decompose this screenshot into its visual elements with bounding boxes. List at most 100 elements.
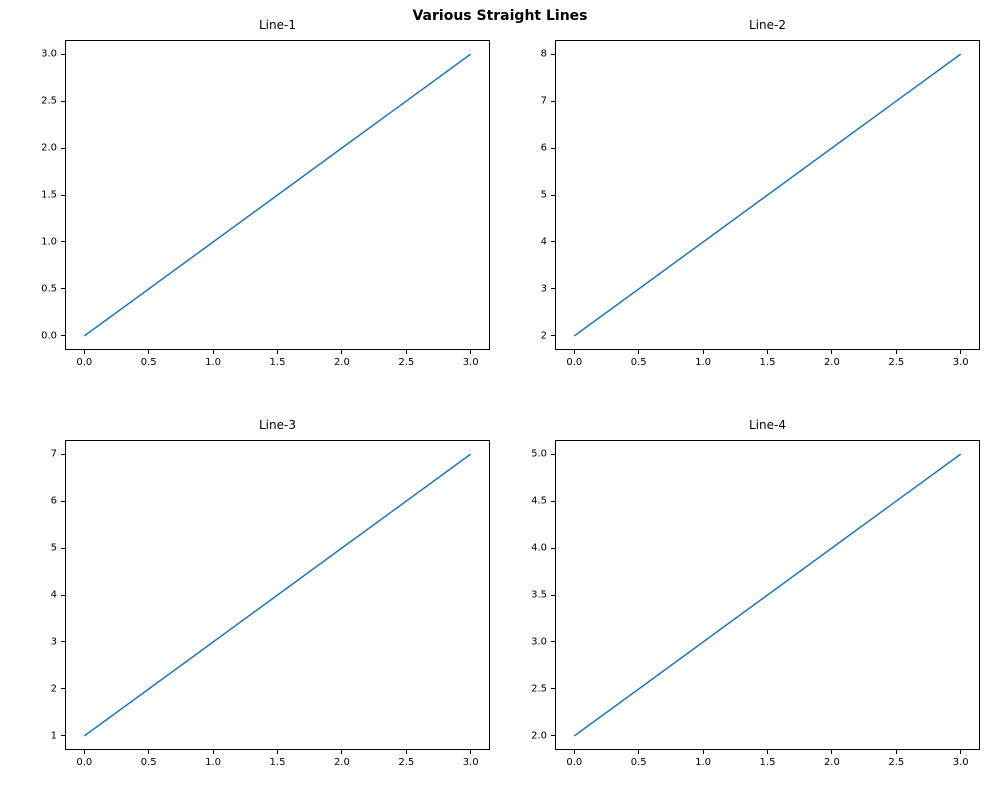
ytick-label: 2.0 [531, 730, 547, 741]
ytick-mark [61, 641, 65, 642]
ytick-label: 1 [51, 730, 57, 741]
xtick-label: 3.0 [953, 757, 969, 768]
ytick-label: 2 [541, 330, 547, 341]
xtick-mark [148, 350, 149, 354]
ytick-mark [551, 195, 555, 196]
ytick-label: 3.5 [531, 590, 547, 601]
ytick-label: 1.5 [41, 190, 57, 201]
subplot-title: Line-1 [65, 18, 490, 32]
xtick-mark [831, 350, 832, 354]
subplot-line-4: Line-4 0.00.51.01.52.02.53.02.02.53.03.5… [555, 440, 980, 750]
line-series [555, 40, 980, 350]
xtick-mark [574, 350, 575, 354]
xtick-label: 2.5 [888, 757, 904, 768]
xtick-label: 0.0 [566, 357, 582, 368]
ytick-label: 3.0 [531, 636, 547, 647]
ytick-label: 0.5 [41, 283, 57, 294]
ytick-mark [61, 54, 65, 55]
xtick-mark [960, 750, 961, 754]
ytick-label: 5.0 [531, 449, 547, 460]
xtick-mark [213, 350, 214, 354]
xtick-mark [406, 350, 407, 354]
ytick-mark [61, 688, 65, 689]
series-line [574, 454, 960, 736]
xtick-label: 0.0 [566, 757, 582, 768]
xtick-mark [213, 750, 214, 754]
xtick-label: 2.5 [398, 357, 414, 368]
subplot-title: Line-4 [555, 418, 980, 432]
ytick-mark [61, 241, 65, 242]
line-series [65, 40, 490, 350]
ytick-mark [551, 641, 555, 642]
ytick-label: 4.5 [531, 496, 547, 507]
ytick-mark [61, 101, 65, 102]
ytick-label: 3 [51, 636, 57, 647]
subplot-title: Line-2 [555, 18, 980, 32]
ytick-label: 0.0 [41, 330, 57, 341]
ytick-label: 3.0 [41, 49, 57, 60]
ytick-mark [551, 501, 555, 502]
xtick-label: 1.5 [760, 757, 776, 768]
ytick-label: 2.5 [531, 683, 547, 694]
series-line [84, 54, 470, 336]
ytick-mark [61, 288, 65, 289]
ytick-label: 1.0 [41, 236, 57, 247]
xtick-label: 0.0 [76, 757, 92, 768]
ytick-label: 4 [51, 590, 57, 601]
xtick-label: 1.5 [760, 357, 776, 368]
ytick-mark [551, 241, 555, 242]
xtick-mark [703, 750, 704, 754]
ytick-mark [551, 335, 555, 336]
xtick-mark [341, 350, 342, 354]
ytick-label: 2.0 [41, 143, 57, 154]
xtick-label: 2.0 [334, 357, 350, 368]
xtick-label: 0.5 [631, 757, 647, 768]
xtick-label: 3.0 [953, 357, 969, 368]
ytick-label: 7 [541, 96, 547, 107]
ytick-mark [551, 101, 555, 102]
xtick-label: 1.0 [205, 357, 221, 368]
xtick-mark [896, 750, 897, 754]
subplot-line-2: Line-2 0.00.51.01.52.02.53.02345678 [555, 40, 980, 350]
ytick-label: 5 [541, 190, 547, 201]
xtick-mark [470, 750, 471, 754]
xtick-label: 2.5 [888, 357, 904, 368]
subplot-line-1: Line-1 0.00.51.01.52.02.53.00.00.51.01.5… [65, 40, 490, 350]
ytick-mark [551, 288, 555, 289]
xtick-label: 3.0 [463, 357, 479, 368]
ytick-label: 8 [541, 49, 547, 60]
subplot-title: Line-3 [65, 418, 490, 432]
xtick-label: 2.5 [398, 757, 414, 768]
ytick-label: 2.5 [41, 96, 57, 107]
ytick-mark [61, 548, 65, 549]
xtick-label: 1.0 [205, 757, 221, 768]
xtick-label: 3.0 [463, 757, 479, 768]
line-series [555, 440, 980, 750]
subplot-line-3: Line-3 0.00.51.01.52.02.53.01234567 [65, 440, 490, 750]
xtick-label: 1.0 [695, 357, 711, 368]
series-line [84, 454, 470, 736]
ytick-mark [551, 688, 555, 689]
xtick-label: 0.5 [631, 357, 647, 368]
ytick-mark [61, 595, 65, 596]
ytick-mark [61, 735, 65, 736]
ytick-mark [551, 595, 555, 596]
xtick-mark [767, 750, 768, 754]
ytick-label: 4.0 [531, 543, 547, 554]
xtick-mark [84, 750, 85, 754]
ytick-mark [551, 54, 555, 55]
series-line [574, 54, 960, 336]
xtick-label: 0.5 [141, 757, 157, 768]
ytick-label: 6 [51, 496, 57, 507]
ytick-label: 4 [541, 236, 547, 247]
xtick-mark [574, 750, 575, 754]
xtick-label: 1.0 [695, 757, 711, 768]
xtick-label: 0.0 [76, 357, 92, 368]
ytick-mark [61, 335, 65, 336]
xtick-label: 0.5 [141, 357, 157, 368]
ytick-mark [551, 735, 555, 736]
xtick-mark [896, 350, 897, 354]
ytick-label: 3 [541, 283, 547, 294]
xtick-mark [148, 750, 149, 754]
xtick-label: 1.5 [270, 757, 286, 768]
